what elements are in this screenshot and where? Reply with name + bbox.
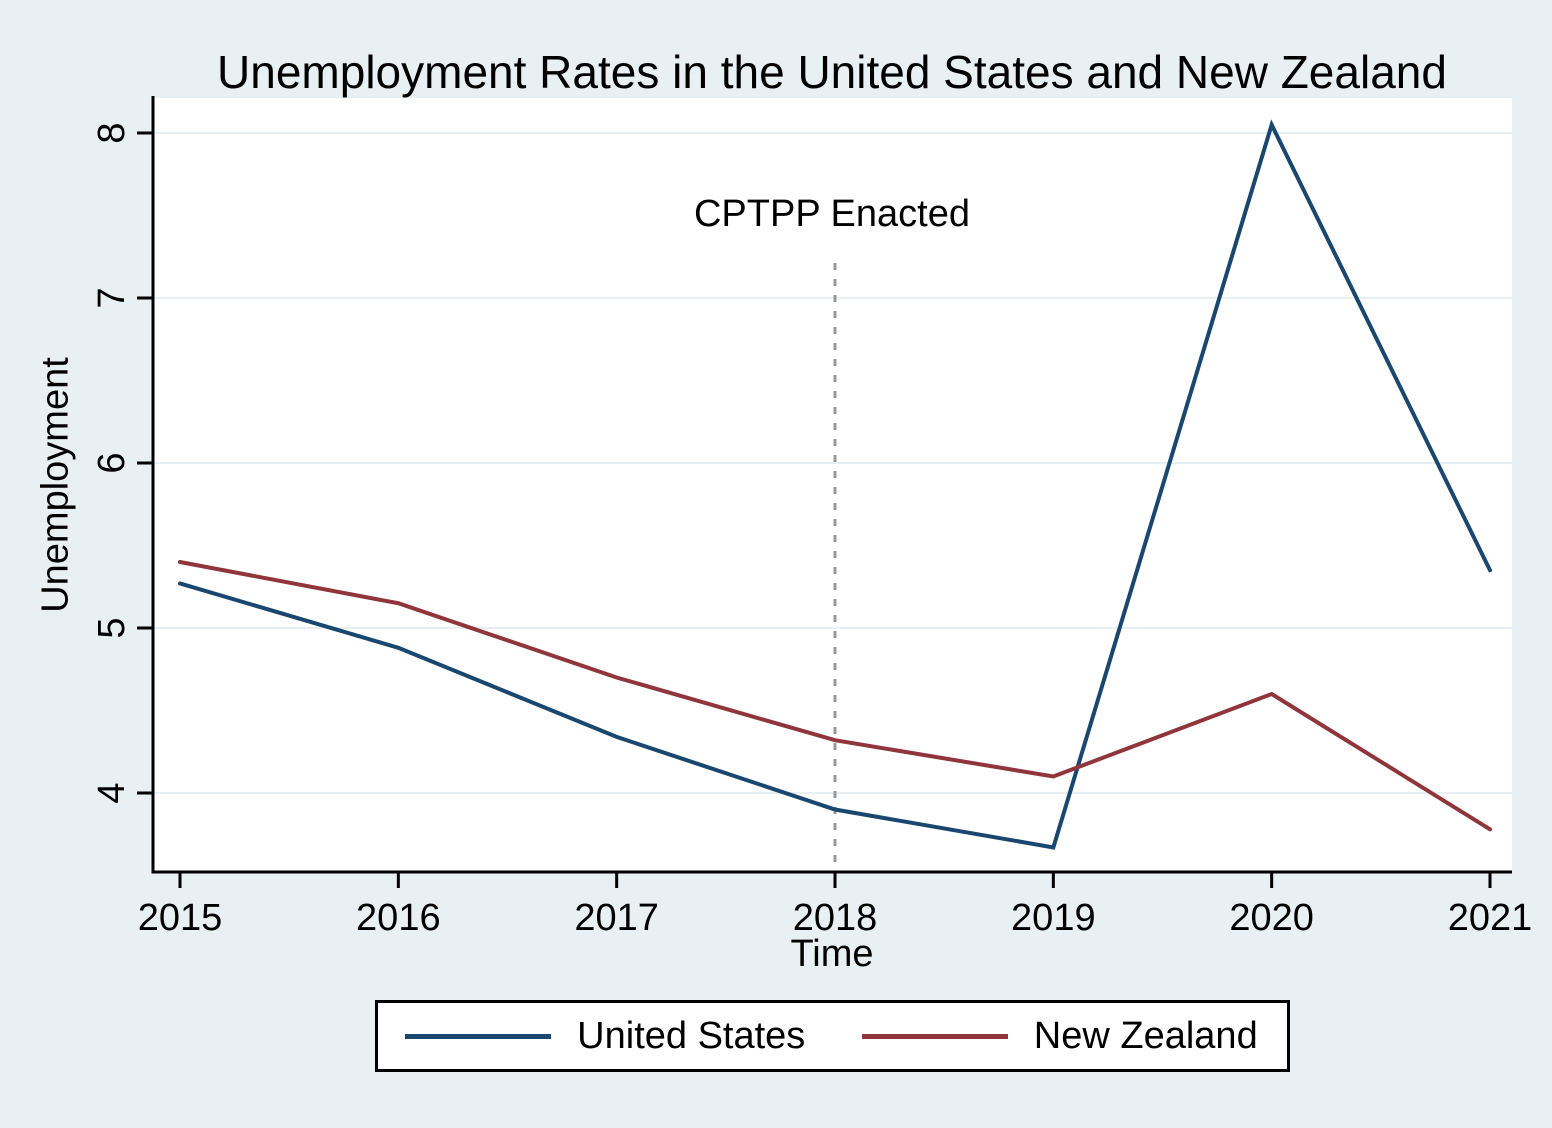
svg-text:2016: 2016 <box>356 897 441 939</box>
svg-text:2015: 2015 <box>138 897 223 939</box>
chart-title: Unemployment Rates in the United States … <box>217 46 1447 98</box>
svg-text:2020: 2020 <box>1229 897 1314 939</box>
legend-label-united-states: United States <box>577 1014 806 1057</box>
svg-text:5: 5 <box>91 617 133 638</box>
svg-text:6: 6 <box>91 452 133 473</box>
legend-item-new-zealand: New Zealand <box>833 1003 1288 1069</box>
svg-text:2017: 2017 <box>574 897 659 939</box>
legend-item-united-states: United States <box>378 1003 833 1069</box>
svg-text:2019: 2019 <box>1011 897 1096 939</box>
new-zealand-line-swatch <box>861 1033 1008 1039</box>
legend-label-new-zealand: New Zealand <box>1033 1014 1258 1057</box>
svg-text:8: 8 <box>91 122 133 143</box>
event-annotation-label: CPTPP Enacted <box>693 193 971 235</box>
svg-text:4: 4 <box>91 782 133 803</box>
x-axis-title: Time <box>790 933 874 975</box>
svg-text:7: 7 <box>91 287 133 308</box>
y-axis-title: Unemployment <box>34 357 77 613</box>
legend: United States New Zealand <box>375 1000 1290 1072</box>
svg-text:2021: 2021 <box>1448 897 1533 939</box>
svg-text:2018: 2018 <box>793 897 878 939</box>
united-states-line-swatch <box>405 1033 552 1039</box>
